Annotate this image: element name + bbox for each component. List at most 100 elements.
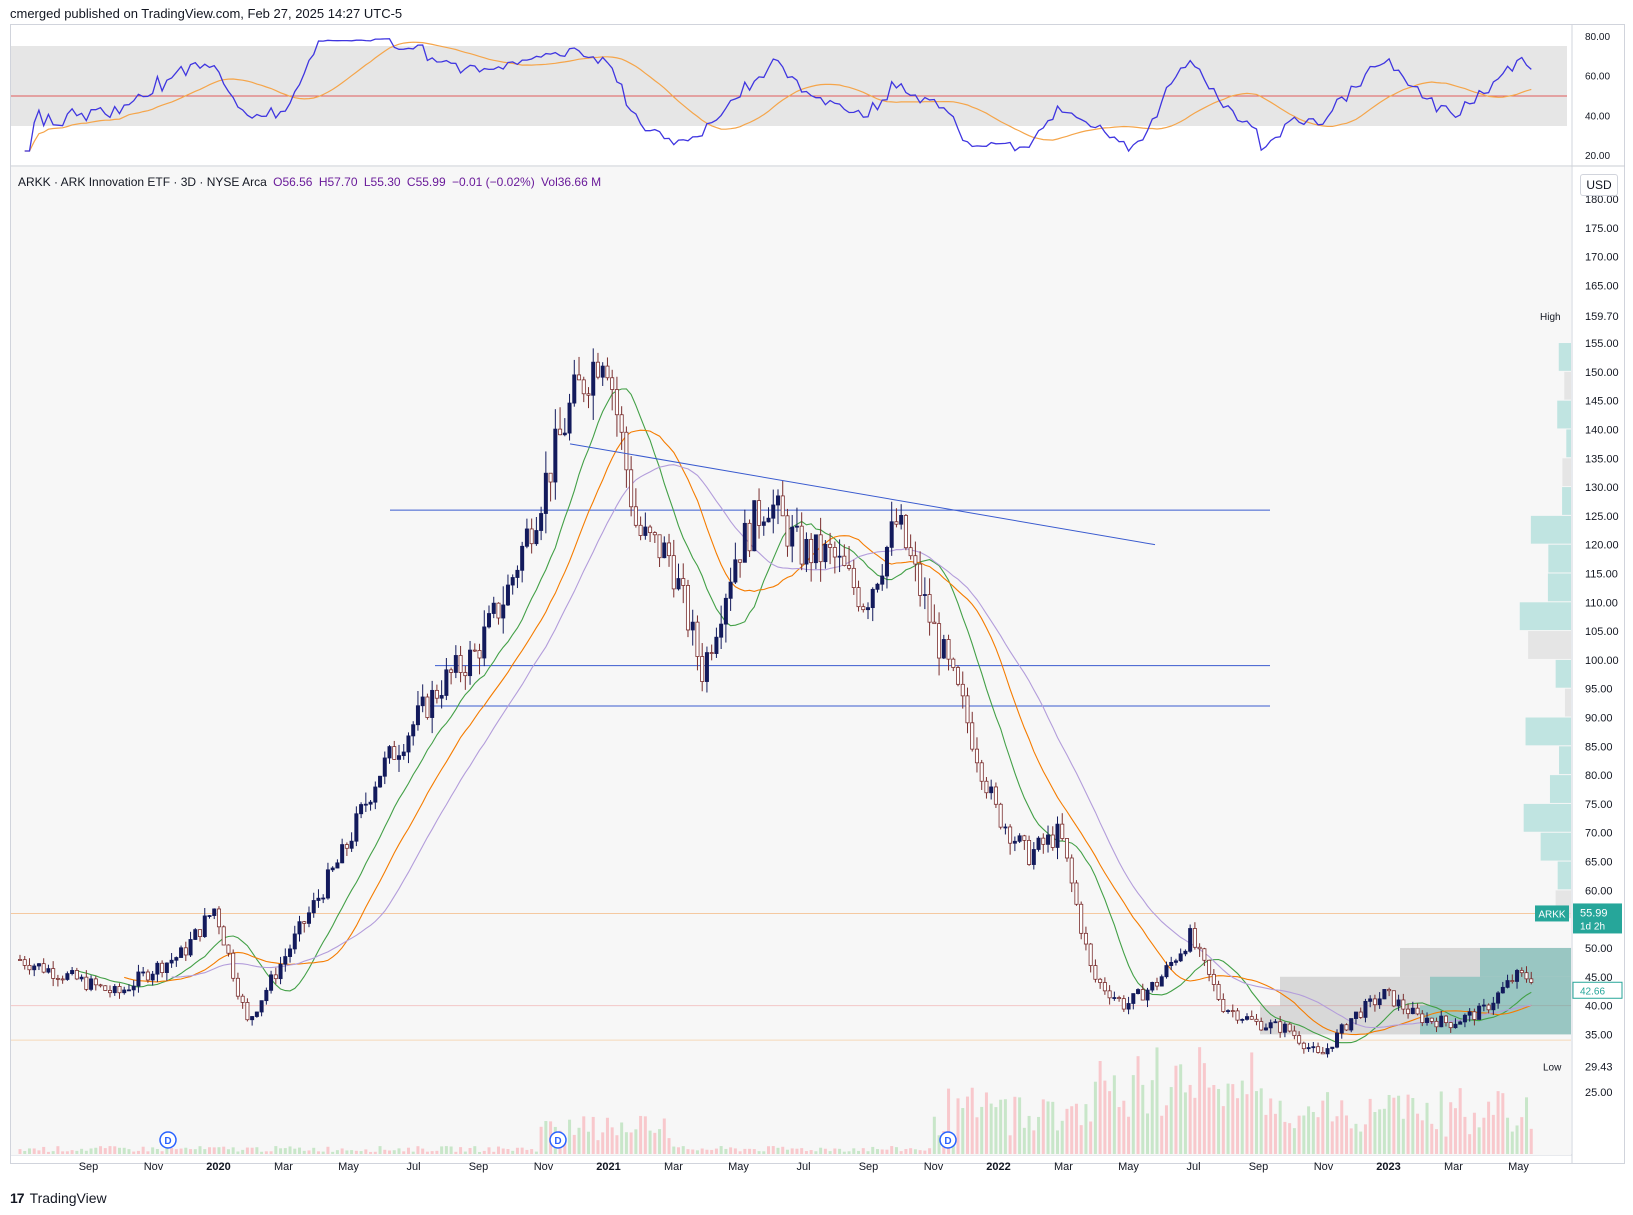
candle-body [1136, 989, 1141, 994]
candle-body [344, 844, 349, 849]
volume-bar [909, 1148, 913, 1154]
candle-body [515, 569, 520, 578]
time-axis-label: May [338, 1161, 359, 1173]
candle-body [1344, 1024, 1349, 1031]
volume-bar [32, 1148, 36, 1154]
candle-body [1477, 1005, 1482, 1020]
candle-body [927, 594, 932, 623]
volume-bar [103, 1148, 107, 1154]
time-axis-label: 2023 [1376, 1161, 1400, 1173]
candle-body [856, 587, 861, 608]
volume-bar [1183, 1092, 1187, 1154]
volume-bar [1136, 1056, 1140, 1154]
candle-body [880, 575, 885, 585]
candle-body [913, 555, 918, 565]
volume-bar [785, 1149, 789, 1154]
volume-bar [1525, 1097, 1529, 1154]
candle-body [747, 522, 752, 552]
candle-body [728, 581, 733, 599]
candle-body [505, 584, 510, 606]
volume-bar [1226, 1083, 1230, 1154]
volume-bar [1273, 1113, 1277, 1154]
chart-canvas[interactable]: 80.00 60.00 40.00 20.00 180.00 175.00 170.00 1… [0, 0, 1633, 1185]
last-countdown: 1d 2h [1580, 921, 1605, 932]
volume-bar [117, 1147, 121, 1154]
volume-bar [1079, 1125, 1083, 1154]
candle-body [1287, 1023, 1292, 1032]
volume-bar [203, 1149, 207, 1154]
candle-body [1330, 1046, 1335, 1049]
volume-bar [146, 1151, 150, 1154]
candle-body [1524, 972, 1529, 980]
time-axis-label: Nov [1314, 1161, 1334, 1173]
volume-bar [544, 1121, 548, 1154]
volume-bar [790, 1148, 794, 1154]
high-value: 159.70 [1585, 311, 1619, 323]
time-axis-label: 2022 [986, 1161, 1010, 1173]
last-price: 55.99 [1580, 907, 1608, 919]
candle-body [998, 803, 1003, 828]
candle-body [1481, 1004, 1486, 1007]
volume-bar [411, 1151, 415, 1154]
volume-bar [388, 1150, 392, 1154]
rsi-tick-label: 20.00 [1585, 151, 1610, 162]
volume-bar [1193, 1097, 1197, 1154]
volume-profile-row [1547, 573, 1571, 602]
volume-bar [1146, 1113, 1150, 1154]
volume-bar [65, 1151, 69, 1154]
candle-body [401, 751, 406, 757]
volume-bar [515, 1147, 519, 1154]
price-tick-label: 50.00 [1585, 943, 1613, 955]
candle-body [1036, 837, 1041, 850]
volume-profile-row [1558, 343, 1571, 371]
candle-body [250, 1016, 255, 1021]
volume-bar [1051, 1101, 1055, 1154]
candle-body [970, 722, 975, 750]
volume-bar [1316, 1117, 1320, 1154]
candle-body [1245, 1016, 1250, 1020]
candle-body [951, 658, 956, 668]
candle-body [847, 565, 852, 569]
volume-profile-row [1559, 746, 1571, 775]
volume-bar [136, 1150, 140, 1154]
candle-body [1486, 1004, 1491, 1011]
volume-bar [1060, 1120, 1064, 1154]
volume-bar [179, 1148, 183, 1154]
candle-body [1207, 959, 1212, 975]
volume-bar [999, 1099, 1003, 1154]
candle-body [297, 921, 302, 935]
price-tick-label: 70.00 [1585, 828, 1613, 840]
candle-body [775, 495, 780, 506]
volume-bar [1482, 1117, 1486, 1154]
volume-bar [222, 1146, 226, 1154]
candle-body [1448, 1022, 1453, 1029]
candle-body [1515, 970, 1520, 982]
currency-button[interactable]: USD [1580, 174, 1618, 196]
candle-body [1382, 989, 1387, 1000]
volume-profile-row [1566, 429, 1571, 458]
candle-body [813, 534, 818, 564]
candle-body [145, 971, 150, 981]
candle-body [937, 623, 942, 659]
candle-body [1349, 1018, 1354, 1031]
volume-bar [828, 1151, 832, 1154]
volume-bar [397, 1148, 401, 1154]
volume-bar [1008, 1135, 1012, 1154]
candle-body [1150, 982, 1155, 991]
volume-bar [1435, 1129, 1439, 1154]
volume-bar [1477, 1127, 1481, 1154]
candle-body [330, 867, 335, 871]
volume-bar [795, 1148, 799, 1154]
volume-bar [757, 1151, 761, 1154]
time-axis-label: Nov [534, 1161, 554, 1173]
rsi-tick-label: 80.00 [1585, 32, 1610, 43]
candle-body [1420, 1013, 1425, 1023]
candle-body [567, 402, 572, 434]
volume-bar [331, 1151, 335, 1154]
candle-body [1320, 1051, 1325, 1055]
candle-body [51, 968, 56, 979]
volume-bar [27, 1148, 31, 1154]
candle-body [89, 978, 94, 990]
volume-bar [961, 1108, 965, 1154]
volume-bar [212, 1147, 216, 1154]
